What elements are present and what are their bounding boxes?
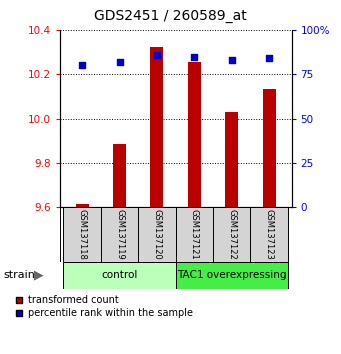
Legend: transformed count, percentile rank within the sample: transformed count, percentile rank withi… xyxy=(15,295,193,318)
Bar xyxy=(138,207,176,262)
Bar xyxy=(225,112,238,207)
Bar xyxy=(176,262,288,289)
Text: TAC1 overexpressing: TAC1 overexpressing xyxy=(177,270,286,280)
Text: GSM137120: GSM137120 xyxy=(152,209,161,260)
Bar xyxy=(63,262,176,289)
Point xyxy=(266,56,272,61)
Text: GSM137118: GSM137118 xyxy=(78,209,87,260)
Bar xyxy=(250,207,288,262)
Text: GSM137122: GSM137122 xyxy=(227,209,236,260)
Text: GSM137121: GSM137121 xyxy=(190,209,199,260)
Bar xyxy=(63,207,101,262)
Text: GSM137119: GSM137119 xyxy=(115,209,124,260)
Text: control: control xyxy=(101,270,138,280)
Bar xyxy=(263,89,276,207)
Point xyxy=(79,63,85,68)
Bar xyxy=(213,207,250,262)
Bar xyxy=(76,204,89,207)
Bar xyxy=(150,47,163,207)
Text: ▶: ▶ xyxy=(34,269,44,282)
Bar xyxy=(101,207,138,262)
Bar xyxy=(188,62,201,207)
Point xyxy=(154,52,160,58)
Bar xyxy=(176,207,213,262)
Text: strain: strain xyxy=(3,270,35,280)
Text: GDS2451 / 260589_at: GDS2451 / 260589_at xyxy=(94,9,247,23)
Point xyxy=(117,59,122,65)
Text: GSM137123: GSM137123 xyxy=(265,209,273,260)
Bar xyxy=(113,144,126,207)
Point xyxy=(192,54,197,59)
Point xyxy=(229,57,235,63)
